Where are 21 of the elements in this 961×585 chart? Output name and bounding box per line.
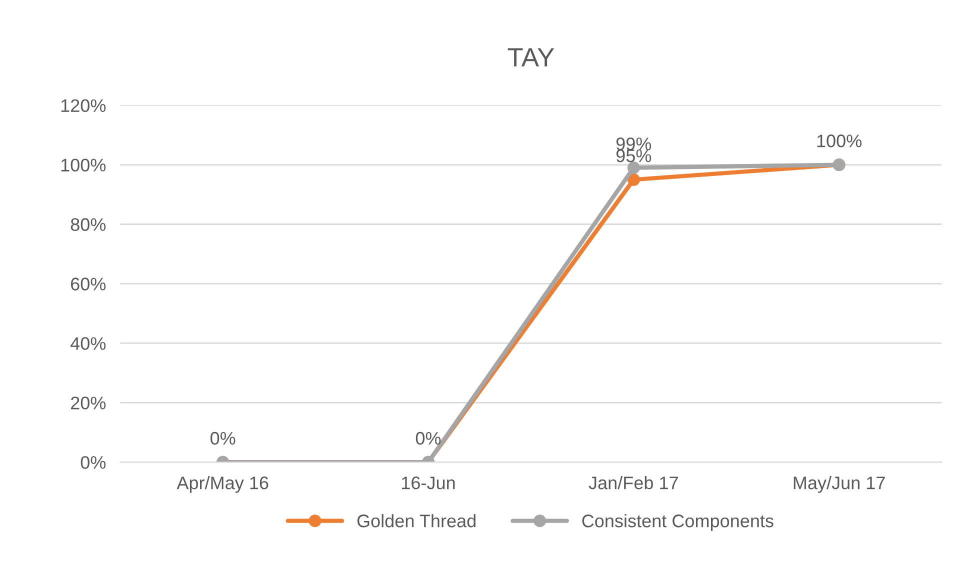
x-tick-label: Jan/Feb 17 [588,476,678,490]
data-label: 95% [616,149,652,162]
data-label: 99% [616,138,652,150]
y-tick-label: 60% [71,278,106,290]
legend-label: Consistent Components [582,514,774,531]
y-tick-label: 0% [80,456,106,469]
point [627,162,640,174]
y-tick-label: 80% [70,218,106,231]
y-tick-label: 120% [61,99,106,112]
legend-label: Golden Thread [357,514,476,528]
point [627,173,640,186]
chart-title: TAY [508,48,554,66]
x-tick-label: 16-Jun [402,476,455,490]
y-tick-label: 40% [70,337,106,350]
y-tick-label: 20% [71,396,106,410]
data-label: 0% [210,432,236,445]
data-label: 100% [817,134,862,148]
x-tick-label: Apr/May 16 [176,476,268,493]
x-tick-label: May/Jun 17 [794,476,885,493]
data-label: 0% [416,432,441,445]
y-tick-label: 100% [61,158,106,172]
